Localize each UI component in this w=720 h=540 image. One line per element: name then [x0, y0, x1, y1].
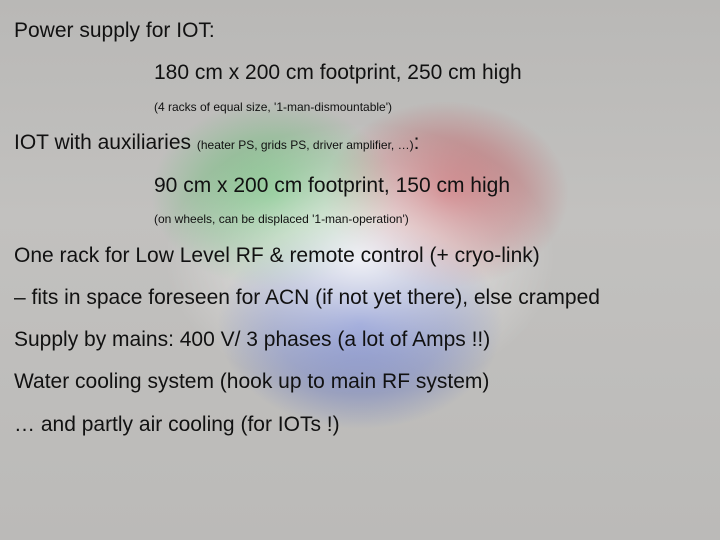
text-aux-dimensions: 90 cm x 200 cm footprint, 150 cm high: [154, 173, 706, 199]
text-iot-aux-main: IOT with auxiliaries: [14, 131, 197, 154]
text-iot-aux-heading: IOT with auxiliaries (heater PS, grids P…: [14, 130, 706, 156]
text-water-cooling: Water cooling system (hook up to main RF…: [14, 369, 706, 395]
text-fits-acn: – fits in space foreseen for ACN (if not…: [14, 285, 706, 311]
text-power-supply-heading: Power supply for IOT:: [14, 18, 706, 44]
text-aux-wheels-note: (on wheels, can be displaced '1-man-oper…: [154, 213, 706, 227]
text-ps-dimensions: 180 cm x 200 cm footprint, 250 cm high: [154, 60, 706, 86]
slide-content: Power supply for IOT: 180 cm x 200 cm fo…: [0, 0, 720, 540]
text-mains-supply: Supply by mains: 400 V/ 3 phases (a lot …: [14, 327, 706, 353]
text-air-cooling: … and partly air cooling (for IOTs !): [14, 412, 706, 438]
text-iot-aux-colon: :: [414, 131, 420, 154]
text-ps-racks-note: (4 racks of equal size, '1-man-dismounta…: [154, 101, 706, 115]
text-one-rack: One rack for Low Level RF & remote contr…: [14, 243, 706, 269]
text-iot-aux-paren: (heater PS, grids PS, driver amplifier, …: [197, 138, 414, 152]
